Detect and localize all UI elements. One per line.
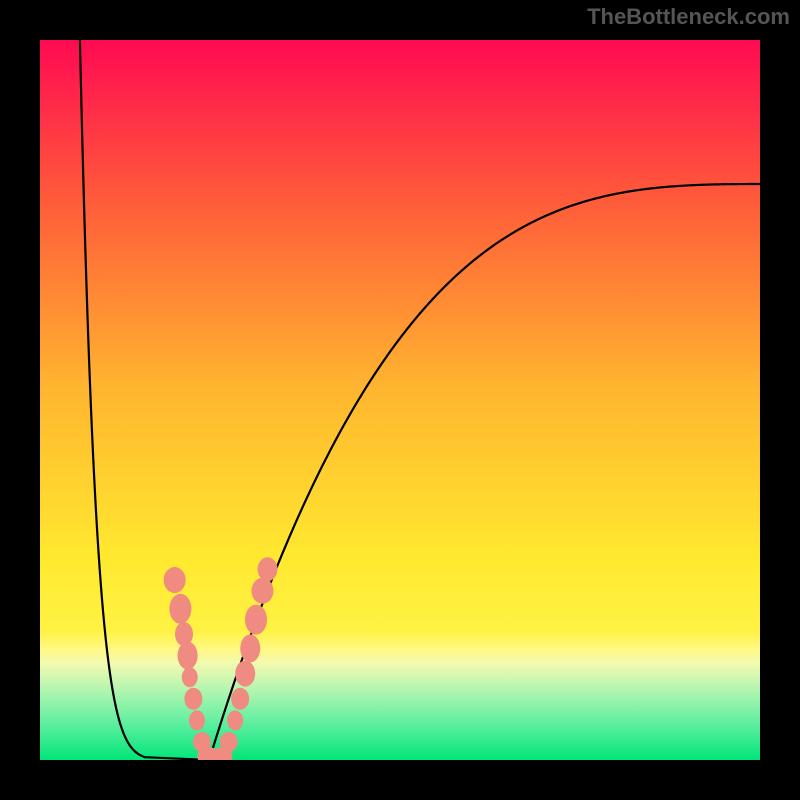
curve-marker xyxy=(240,634,260,662)
curve-marker xyxy=(235,661,255,687)
bottleneck-chart xyxy=(0,0,800,800)
curve-marker xyxy=(245,605,267,635)
curve-marker xyxy=(220,732,238,752)
chart-accent-band xyxy=(40,630,760,760)
curve-marker xyxy=(184,688,202,710)
curve-marker xyxy=(182,667,198,687)
curve-marker xyxy=(189,710,205,730)
watermark-text: TheBottleneck.com xyxy=(587,4,790,30)
curve-marker xyxy=(258,557,278,581)
curve-marker xyxy=(251,578,273,604)
curve-marker xyxy=(164,567,186,593)
curve-marker xyxy=(169,594,191,624)
curve-marker xyxy=(178,642,198,670)
curve-marker xyxy=(227,710,243,730)
curve-marker xyxy=(231,688,249,710)
chart-container: TheBottleneck.com xyxy=(0,0,800,800)
